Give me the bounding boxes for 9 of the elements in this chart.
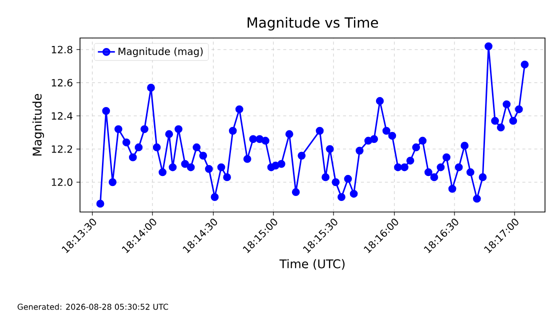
y-tick-label: 12.4 (52, 112, 72, 120)
y-axis-title: Magnitude (32, 94, 44, 156)
y-tick-label: 12.6 (52, 78, 72, 87)
chart-title: Magnitude vs Time (248, 17, 378, 31)
y-tick-label: 12.2 (52, 145, 72, 153)
legend-label: Magnitude (mag) (118, 47, 203, 58)
y-tick-label: 12.0 (52, 178, 72, 186)
x-axis-title: Time (UTC) (279, 259, 345, 270)
y-tick-label: 12.8 (52, 46, 72, 54)
